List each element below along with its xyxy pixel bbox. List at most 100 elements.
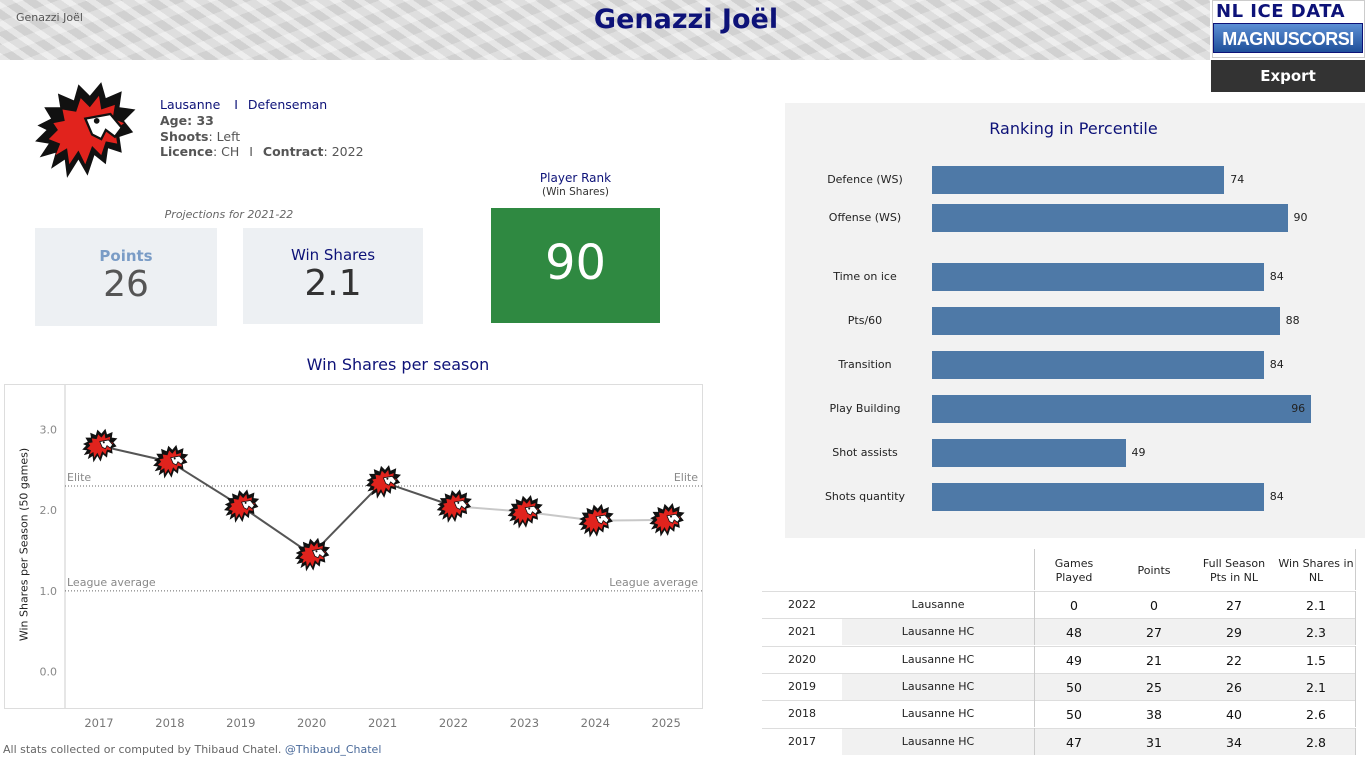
bar-label: Shot assists [832,446,898,459]
player-rank-subtitle: (Win Shares) [541,186,610,198]
player-rank-value: 90 [544,235,607,291]
cell-points: 31 [1146,734,1162,750]
bar-value: 84 [1269,270,1284,283]
cell-win-shares: 2.8 [1306,734,1326,750]
table-row [762,591,1356,618]
table-row-cells [1034,591,1356,618]
cell-points: 25 [1146,679,1162,695]
col-header-full-season: Full Season Pts in NL [1202,557,1266,584]
y-tick-label: 3.0 [40,423,58,436]
cell-team: Lausanne HC [901,679,975,693]
lion-head-icon [26,72,140,188]
projections-caption: Projections for 2021-22 [164,208,294,221]
bar-label: Transition [838,358,892,371]
cell-full-season: 34 [1226,734,1242,750]
x-tick-label: 2024 [581,716,610,730]
bar-value: 90 [1293,211,1308,224]
x-tick-label: 2022 [439,716,468,730]
table-row [762,727,1356,755]
bar-value: 74 [1230,173,1245,186]
cell-full-season: 26 [1226,679,1242,695]
lion-head-icon [152,444,189,479]
export-button[interactable]: Export [1211,60,1365,92]
separator: I [249,144,253,159]
bar-label: Pts/60 [847,314,883,327]
bar-label: Offense (WS) [828,211,902,224]
lion-head-icon [81,428,118,463]
cell-points: 27 [1146,625,1162,641]
cell-games-played: 48 [1066,625,1082,641]
percentile-bar [932,395,1312,423]
licence-label: Licence [160,144,213,159]
table-row [762,645,1356,673]
contract-label: Contract [262,144,324,159]
header-player-name: Genazzi Joël [16,11,83,24]
cell-win-shares: 1.5 [1306,652,1326,668]
player-team: Lausanne [160,97,221,112]
bar-value: 84 [1269,490,1284,503]
lion-head-icon [578,503,615,538]
bar-value: 84 [1269,358,1284,371]
bar-label: Shots quantity [824,490,906,503]
player-rank-title: Player Rank [539,171,612,185]
table-row-cells [1034,645,1356,673]
col-header-points: Points [1137,564,1171,577]
age-label: Age: 33 [160,113,214,128]
table-row-cells [1034,727,1356,755]
player-rank-box [491,208,660,323]
shoots-value: : Left [208,129,241,144]
table-header-frame [1034,549,1356,590]
header-banner [0,0,1210,60]
x-tick-label: 2017 [84,716,113,730]
percentile-bar [932,307,1280,335]
cell-full-season: 29 [1226,625,1242,641]
cell-full-season: 27 [1226,598,1242,613]
footer-handle[interactable]: @Thibaud_Chatel [284,743,382,756]
cell-season: 2021 [788,625,816,639]
cell-team: Lausanne HC [901,625,975,639]
percentile-bar [932,166,1225,194]
table-row [762,700,1356,728]
cell-win-shares: 2.1 [1306,679,1326,695]
reference-label: League average [67,576,156,589]
y-tick-label: 1.0 [40,585,58,598]
points-label: Points [99,247,153,265]
win-shares-label: Win Shares [290,246,376,264]
bar-value: 96 [1291,402,1306,415]
lion-head-icon [223,488,260,524]
table-row [762,672,1356,700]
series-segment [240,505,313,556]
cell-season: 2018 [788,707,816,721]
cell-full-season: 40 [1226,707,1242,723]
x-tick-label: 2019 [226,716,255,730]
shoots-label: Shoots [160,129,209,144]
cell-team: Lausanne [911,598,965,611]
bar-value: 49 [1131,446,1146,459]
points-card: Points 26 [35,228,217,326]
brand-logo-line2: MAGNUSCORSI [1213,23,1363,53]
bar-value: 88 [1285,314,1300,327]
cell-team: Lausanne HC [901,652,975,666]
win-shares-value: 2.1 [304,263,362,304]
cell-season: 2017 [788,734,816,748]
percentile-bar [932,439,1126,467]
player-position: Defenseman [247,97,328,112]
lion-head-icon [507,494,544,529]
percentile-bar [932,204,1288,232]
percentile-bar [932,351,1264,379]
x-tick-label: 2025 [652,716,681,730]
cell-games-played: 47 [1066,734,1082,750]
lion-head-icon [294,537,331,572]
bar-label: Defence (WS) [827,173,903,186]
y-tick-label: 0.0 [40,666,58,679]
reference-label: Elite [67,471,91,484]
separator: I [234,97,238,112]
cell-games-played: 0 [1070,598,1078,613]
cell-games-played: 49 [1066,652,1082,668]
cell-win-shares: 2.3 [1306,625,1326,641]
player-team-position: Lausanne I Defenseman [160,97,327,112]
y-tick-label: 2.0 [40,504,58,517]
points-value: 26 [103,264,149,305]
percentile-bar [932,263,1264,291]
chart-title: Win Shares per season [306,355,490,374]
